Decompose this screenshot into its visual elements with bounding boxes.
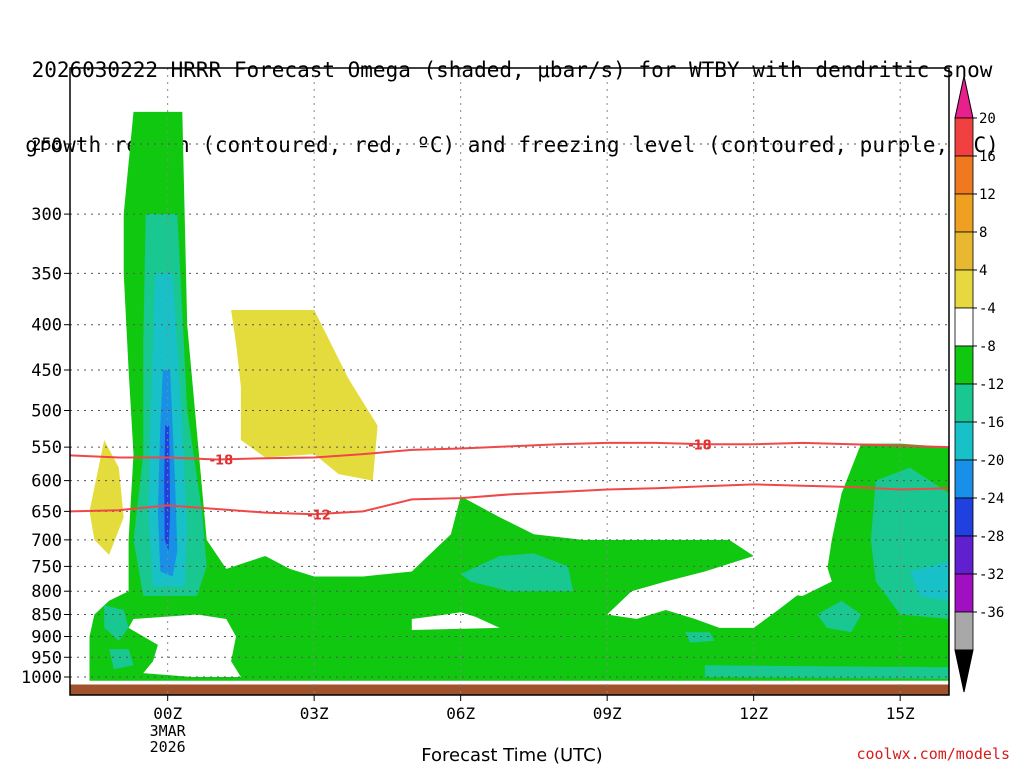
y-tick-label: 350	[31, 264, 62, 284]
colorbar-swatch-3	[955, 232, 973, 270]
colorbar-label: 4	[979, 263, 987, 279]
y-tick-label: 250	[31, 135, 62, 155]
y-tick-label: 600	[31, 472, 62, 492]
colorbar-label: -36	[979, 605, 1004, 621]
colorbar-top-arrow	[955, 76, 973, 118]
colorbar-label: -24	[979, 491, 1004, 507]
contour-label--18: -18	[688, 438, 712, 453]
y-tick-label: 1000	[21, 668, 62, 688]
colorbar-swatch-2	[955, 194, 973, 232]
colorbar-swatch-5	[955, 308, 973, 346]
colorbar-label: -32	[979, 567, 1004, 583]
x-tick-label: 15Z	[886, 704, 915, 723]
omega-colorbar: 20 16 12 8 4 -4 -8 -12 -16 -20 -24 -28 -32 -36	[955, 76, 1004, 692]
colorbar-label: -20	[979, 453, 1004, 469]
terrain-band	[70, 684, 949, 695]
colorbar-swatch-7	[955, 384, 973, 422]
y-tick-label: 450	[31, 361, 62, 381]
colorbar-label: 16	[979, 149, 996, 165]
contour-label--18: -18	[210, 454, 234, 469]
omega-shading	[70, 112, 949, 695]
y-tick-label: 950	[31, 648, 62, 668]
colorbar-label: -8	[979, 339, 996, 355]
colorbar-bottom-arrow	[955, 650, 973, 692]
x-tick-label: 00Z	[153, 704, 182, 723]
colorbar-swatch-4	[955, 270, 973, 308]
colorbar-swatch-8	[955, 422, 973, 460]
omega-region-2	[90, 112, 950, 681]
y-tick-label: 500	[31, 402, 62, 422]
colorbar-label: 20	[979, 111, 996, 127]
omega-region-17	[164, 426, 170, 551]
colorbar-swatch-0	[955, 118, 973, 156]
x-tick-label: 09Z	[593, 704, 622, 723]
colorbar-swatch-12	[955, 574, 973, 612]
colorbar-swatch-6	[955, 346, 973, 384]
y-tick-label: 850	[31, 606, 62, 626]
y-tick-label: 800	[31, 582, 62, 602]
x-tick-label: 12Z	[739, 704, 768, 723]
y-tick-label: 900	[31, 627, 62, 647]
colorbar-label: 12	[979, 187, 996, 203]
y-tick-label: 750	[31, 557, 62, 577]
y-tick-label: 650	[31, 502, 62, 522]
x-tick-label: 06Z	[446, 704, 475, 723]
colorbar-label: 8	[979, 225, 987, 241]
y-tick-label: 400	[31, 316, 62, 336]
x-tick-label: 03Z	[300, 704, 329, 723]
colorbar-swatch-11	[955, 536, 973, 574]
colorbar-swatch-9	[955, 460, 973, 498]
y-tick-label: 300	[31, 205, 62, 225]
colorbar-swatch-10	[955, 498, 973, 536]
pressure-axis: 2503003504004505005506006507007508008509…	[21, 135, 70, 688]
colorbar-swatch-13	[955, 612, 973, 650]
colorbar-swatch-1	[955, 156, 973, 194]
contour-label--12: -12	[307, 508, 331, 523]
contour-line--18	[70, 443, 949, 460]
colorbar-label: -28	[979, 529, 1004, 545]
y-tick-label: 700	[31, 531, 62, 551]
colorbar-label: -16	[979, 415, 1004, 431]
colorbar-label: -12	[979, 377, 1004, 393]
site-credit: coolwx.com/models	[856, 745, 1010, 763]
colorbar-label: -4	[979, 301, 996, 317]
y-tick-label: 550	[31, 438, 62, 458]
